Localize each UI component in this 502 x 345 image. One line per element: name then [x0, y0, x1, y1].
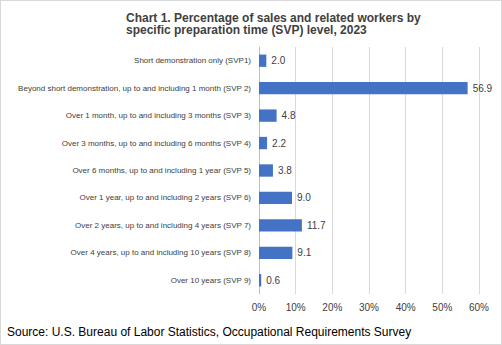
svg-text:0.6: 0.6	[266, 275, 280, 286]
svg-text:Short demonstration only (SVP1: Short demonstration only (SVP1)	[134, 56, 251, 65]
svg-text:Over 6 months, up to and inclu: Over 6 months, up to and including 1 yea…	[72, 166, 251, 175]
svg-text:20%: 20%	[322, 302, 342, 313]
svg-text:2.2: 2.2	[272, 138, 286, 149]
svg-text:9.0: 9.0	[297, 192, 311, 203]
svg-text:0%: 0%	[252, 302, 267, 313]
svg-text:specific preparation time (SVP: specific preparation time (SVP) level, 2…	[126, 23, 367, 37]
svg-text:Chart 1. Percentage of sales a: Chart 1. Percentage of sales and related…	[126, 11, 425, 25]
svg-text:4.8: 4.8	[282, 110, 296, 121]
svg-text:Over 10 years (SVP 9): Over 10 years (SVP 9)	[171, 276, 252, 285]
svg-text:Over 1 month, up to and includ: Over 1 month, up to and including 3 mont…	[66, 111, 252, 120]
svg-text:50%: 50%	[432, 302, 452, 313]
svg-text:Over 3 months, up to and inclu: Over 3 months, up to and including 6 mon…	[62, 139, 252, 148]
svg-text:Beyond short demonstration, up: Beyond short demonstration, up to and in…	[18, 84, 251, 93]
svg-text:11.7: 11.7	[307, 220, 326, 231]
svg-text:Over 1 year, up to and includi: Over 1 year, up to and including 2 years…	[79, 193, 251, 202]
svg-text:40%: 40%	[396, 302, 416, 313]
svg-text:Over 2 years, up to and includ: Over 2 years, up to and including 4 year…	[75, 221, 251, 230]
svg-text:56.9: 56.9	[473, 83, 493, 94]
svg-text:Over 4 years, up to and includ: Over 4 years, up to and including 10 yea…	[71, 248, 252, 257]
svg-text:30%: 30%	[359, 302, 379, 313]
svg-text:10%: 10%	[286, 302, 306, 313]
svg-text:9.1: 9.1	[297, 247, 311, 258]
svg-text:Source: U.S. Bureau of Labor S: Source: U.S. Bureau of Labor Statistics,…	[7, 325, 411, 339]
svg-text:2.0: 2.0	[271, 55, 285, 66]
svg-text:60%: 60%	[469, 302, 489, 313]
svg-text:3.8: 3.8	[278, 165, 292, 176]
